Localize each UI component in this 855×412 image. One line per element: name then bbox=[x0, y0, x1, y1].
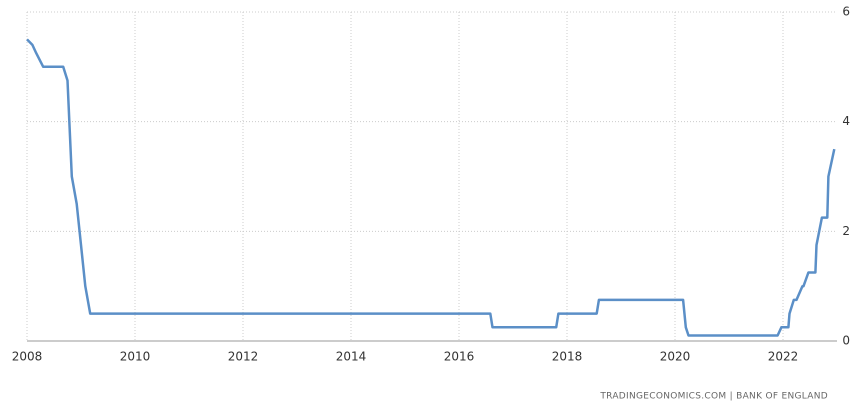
x-tick-label: 2022 bbox=[768, 350, 799, 364]
x-tick-label: 2014 bbox=[336, 350, 367, 364]
y-tick-label: 6 bbox=[842, 5, 850, 19]
source-note: TRADINGECONOMICS.COM | BANK OF ENGLAND bbox=[599, 392, 828, 402]
data-line bbox=[26, 38, 836, 337]
y-tick-label: 4 bbox=[842, 114, 850, 128]
x-tick-label: 2012 bbox=[228, 350, 259, 364]
x-tick-label: 2016 bbox=[444, 350, 475, 364]
x-tick-label: 2008 bbox=[12, 350, 43, 364]
x-tick-label: 2010 bbox=[120, 350, 151, 364]
y-tick-label: 2 bbox=[842, 224, 850, 238]
y-tick-label: 0 bbox=[842, 334, 850, 348]
x-tick-label: 2020 bbox=[660, 350, 691, 364]
x-tick-label: 2018 bbox=[552, 350, 583, 364]
